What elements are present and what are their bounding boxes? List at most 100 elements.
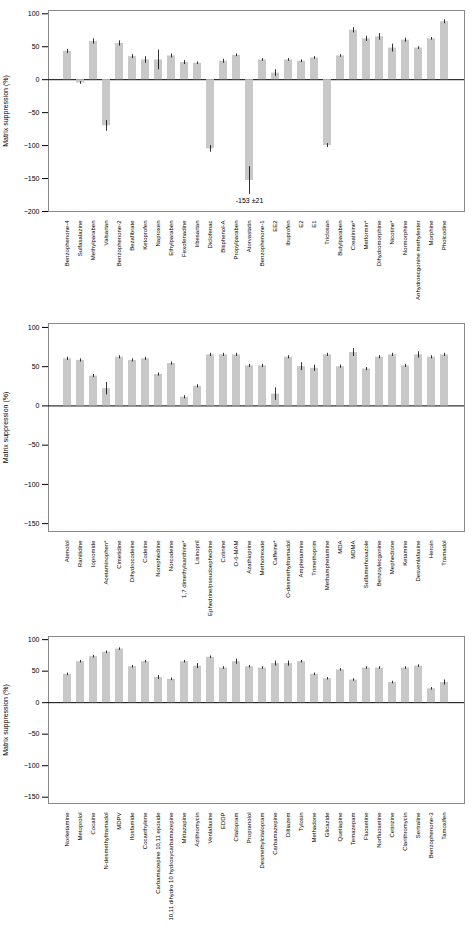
svg-text:Metformin*: Metformin* <box>363 220 369 250</box>
svg-text:−100: −100 <box>24 481 40 488</box>
svg-text:Pholcodine: Pholcodine <box>441 220 447 250</box>
svg-text:−50: −50 <box>28 730 40 737</box>
svg-text:Diltiazem: Diltiazem <box>285 812 291 837</box>
svg-text:Caffeine*: Caffeine* <box>272 540 278 565</box>
svg-text:1,7 dimethylxanthine*: 1,7 dimethylxanthine* <box>181 540 187 598</box>
svg-text:Benzoylecgonine: Benzoylecgonine <box>376 540 382 586</box>
svg-text:Sulfamethoxazole: Sulfamethoxazole <box>363 540 369 588</box>
svg-text:Anhydroecgonine methylester: Anhydroecgonine methylester <box>415 221 421 300</box>
svg-text:Citalopram: Citalopram <box>233 813 239 842</box>
svg-text:Desvenlafaxine: Desvenlafaxine <box>415 540 421 582</box>
svg-text:Matrix suppression (%): Matrix suppression (%) <box>2 684 10 756</box>
svg-text:Creatinine*: Creatinine* <box>350 220 356 250</box>
svg-text:Ifosfamide: Ifosfamide <box>129 812 135 840</box>
svg-text:Propylparaben: Propylparaben <box>233 221 239 260</box>
svg-text:O-desmethyltramadol: O-desmethyltramadol <box>285 541 291 598</box>
svg-text:Clarithromycin: Clarithromycin <box>402 813 408 851</box>
svg-text:Cotinine: Cotinine <box>220 540 226 563</box>
svg-text:Trimethoprim: Trimethoprim <box>311 541 317 576</box>
svg-text:Norcodeine: Norcodeine <box>168 540 174 571</box>
svg-text:Cocaine: Cocaine <box>90 812 96 835</box>
svg-text:−200: −200 <box>24 208 40 215</box>
svg-text:E2: E2 <box>298 220 304 228</box>
svg-text:Dihydromorphine: Dihydromorphine <box>376 220 382 266</box>
svg-text:Cocaethylene: Cocaethylene <box>142 812 148 849</box>
svg-text:Lisinopril: Lisinopril <box>194 541 200 565</box>
svg-text:Benzophenone-1: Benzophenone-1 <box>259 220 265 266</box>
svg-text:Benzophenone-4: Benzophenone-4 <box>64 220 70 266</box>
svg-text:Tramadol: Tramadol <box>441 541 447 566</box>
svg-text:0: 0 <box>36 76 40 83</box>
svg-text:Sulfasalazine: Sulfasalazine <box>77 220 83 256</box>
svg-text:−150: −150 <box>24 175 40 182</box>
svg-text:Matrix suppression (%): Matrix suppression (%) <box>2 75 10 147</box>
svg-text:Mephedrone: Mephedrone <box>389 540 395 574</box>
svg-text:−50: −50 <box>28 441 40 448</box>
svg-text:Ketoprofen: Ketoprofen <box>142 221 148 250</box>
svg-text:Bisphenol-A: Bisphenol-A <box>220 221 226 253</box>
svg-text:Azathioprine: Azathioprine <box>246 540 252 574</box>
svg-text:Mirtazapine: Mirtazapine <box>181 812 187 844</box>
svg-text:Matrix suppression (%): Matrix suppression (%) <box>2 392 10 464</box>
svg-text:Benzophenone-3: Benzophenone-3 <box>428 812 434 858</box>
svg-text:MDPV: MDPV <box>116 813 122 830</box>
svg-text:-153 ±21: -153 ±21 <box>236 197 264 204</box>
svg-text:−150: −150 <box>24 520 40 527</box>
svg-text:0: 0 <box>36 699 40 706</box>
svg-text:Temazepam: Temazepam <box>350 813 356 846</box>
svg-text:50: 50 <box>32 363 40 370</box>
svg-text:50: 50 <box>32 43 40 50</box>
svg-text:Norketamine: Norketamine <box>64 812 70 847</box>
svg-text:Diclofenac: Diclofenac <box>207 221 213 249</box>
svg-text:−150: −150 <box>24 793 40 800</box>
svg-text:Benzophenone-2: Benzophenone-2 <box>116 220 122 266</box>
svg-text:MDA: MDA <box>337 541 343 554</box>
svg-text:Ethylparaben: Ethylparaben <box>168 221 174 256</box>
svg-text:Naproxen: Naproxen <box>155 221 161 247</box>
svg-text:Methadone: Methadone <box>311 812 317 843</box>
svg-text:100: 100 <box>28 10 40 17</box>
svg-text:−50: −50 <box>28 109 40 116</box>
svg-text:Iopromide: Iopromide <box>90 540 96 567</box>
svg-text:Venlafaxine: Venlafaxine <box>207 812 213 844</box>
svg-text:Methotrexate: Methotrexate <box>259 540 265 576</box>
svg-text:Azithromycin: Azithromycin <box>194 813 200 847</box>
svg-text:Sertraline: Sertraline <box>415 812 421 838</box>
svg-text:Normorphine: Normorphine <box>402 220 408 255</box>
svg-text:Methylparaben: Methylparaben <box>90 221 96 261</box>
svg-text:Acetaminophen*: Acetaminophen* <box>103 540 109 585</box>
svg-text:10,11 dihydro 10 hydroxycarbam: 10,11 dihydro 10 hydroxycarbamazepine <box>168 812 174 921</box>
svg-text:Cimetidine: Cimetidine <box>116 540 122 569</box>
svg-text:Tylosin: Tylosin <box>298 813 304 832</box>
svg-text:100: 100 <box>28 636 40 643</box>
svg-text:Ibuprofen: Ibuprofen <box>285 221 291 246</box>
svg-text:O-6-MAM: O-6-MAM <box>233 541 239 567</box>
svg-text:50: 50 <box>32 667 40 674</box>
svg-text:0: 0 <box>36 402 40 409</box>
svg-text:Desmethylcitalopram: Desmethylcitalopram <box>259 813 265 869</box>
svg-text:Carbamazepine: Carbamazepine <box>272 812 278 855</box>
svg-text:Fexofenadine: Fexofenadine <box>181 220 187 257</box>
svg-text:Ephedrine/pseudoephedrine: Ephedrine/pseudoephedrine <box>207 540 213 616</box>
svg-text:Quetiapine: Quetiapine <box>337 812 343 842</box>
svg-text:EDDP: EDDP <box>220 813 226 830</box>
svg-text:Bezafibrate: Bezafibrate <box>129 220 135 251</box>
svg-text:Triclosan: Triclosan <box>324 221 330 245</box>
svg-text:Heroin: Heroin <box>428 541 434 559</box>
svg-text:Carbamazepine 10,11 epoxide: Carbamazepine 10,11 epoxide <box>155 812 161 894</box>
svg-text:−100: −100 <box>24 762 40 769</box>
svg-text:Glicazide: Glicazide <box>324 812 330 837</box>
svg-text:E1: E1 <box>311 220 317 228</box>
svg-text:Fluoxetine: Fluoxetine <box>363 812 369 840</box>
svg-text:−100: −100 <box>24 142 40 149</box>
svg-text:Dihydrocodeine: Dihydrocodeine <box>129 540 135 582</box>
svg-text:Amphetamine: Amphetamine <box>298 540 304 578</box>
svg-text:N-desmethyltramadol: N-desmethyltramadol <box>103 813 109 870</box>
svg-text:Atenolol: Atenolol <box>64 541 70 563</box>
svg-text:Norfluoxetine: Norfluoxetine <box>376 812 382 848</box>
svg-text:Methamphetamine: Methamphetamine <box>324 540 330 590</box>
svg-text:Ranitidine: Ranitidine <box>77 540 83 567</box>
svg-text:Butylparaben: Butylparaben <box>337 221 343 256</box>
svg-text:Codeine: Codeine <box>142 540 148 563</box>
svg-text:Tamoxifen: Tamoxifen <box>441 813 447 840</box>
